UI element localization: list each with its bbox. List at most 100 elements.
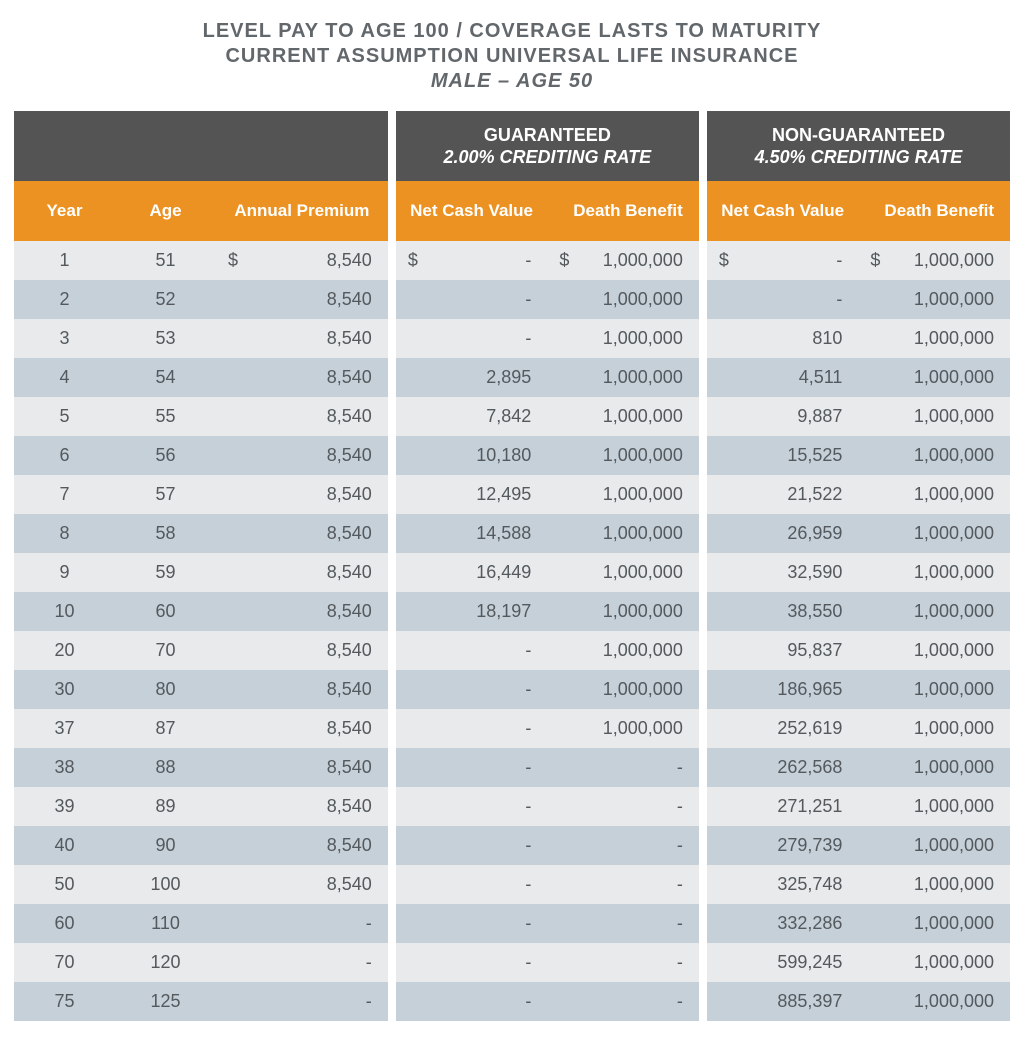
cell-g-db: - xyxy=(547,826,699,865)
gap xyxy=(699,709,707,748)
gap xyxy=(699,982,707,1021)
cell-ng-db: 1,000,000 xyxy=(858,319,1010,358)
cell-year: 7 xyxy=(14,475,115,514)
gap xyxy=(699,181,707,241)
cell-g-ncv: - xyxy=(396,826,548,865)
table-row: 70120---599,2451,000,000 xyxy=(14,943,1010,982)
cell-year: 4 xyxy=(14,358,115,397)
cell-g-db: - xyxy=(547,982,699,1021)
cell-ng-ncv: $- xyxy=(707,241,859,280)
column-header-row: Year Age Annual Premium Net Cash Value D… xyxy=(14,181,1010,241)
gap xyxy=(388,436,396,475)
col-age: Age xyxy=(115,181,216,241)
cell-g-db: - xyxy=(547,865,699,904)
cell-ng-ncv: 186,965 xyxy=(707,670,859,709)
cell-g-db: 1,000,000 xyxy=(547,514,699,553)
table-body: 151$8,540$-$1,000,000$-$1,000,0002528,54… xyxy=(14,241,1010,1021)
cell-year: 38 xyxy=(14,748,115,787)
gap xyxy=(388,181,396,241)
cell-age: 52 xyxy=(115,280,216,319)
group-header-blank xyxy=(14,111,388,181)
gap xyxy=(699,826,707,865)
table-row: 40908,540--279,7391,000,000 xyxy=(14,826,1010,865)
table-row: 4548,5402,8951,000,0004,5111,000,000 xyxy=(14,358,1010,397)
table-row: 7578,54012,4951,000,00021,5221,000,000 xyxy=(14,475,1010,514)
group-title: NON-GUARANTEED xyxy=(772,125,945,145)
cell-premium: 8,540 xyxy=(216,826,388,865)
cell-g-ncv: - xyxy=(396,904,548,943)
gap xyxy=(699,436,707,475)
cell-g-db: 1,000,000 xyxy=(547,670,699,709)
gap xyxy=(388,787,396,826)
cell-ng-db: 1,000,000 xyxy=(858,865,1010,904)
cell-ng-db: 1,000,000 xyxy=(858,943,1010,982)
cell-ng-db: 1,000,000 xyxy=(858,787,1010,826)
gap xyxy=(699,358,707,397)
cell-ng-db: 1,000,000 xyxy=(858,475,1010,514)
cell-premium: $8,540 xyxy=(216,241,388,280)
gap xyxy=(699,241,707,280)
cell-ng-ncv: 885,397 xyxy=(707,982,859,1021)
col-g-ncv: Net Cash Value xyxy=(396,181,548,241)
cell-premium: 8,540 xyxy=(216,514,388,553)
gap xyxy=(699,280,707,319)
gap xyxy=(388,904,396,943)
cell-g-db: - xyxy=(547,748,699,787)
gap xyxy=(388,475,396,514)
cell-age: 110 xyxy=(115,904,216,943)
gap xyxy=(388,592,396,631)
cell-year: 75 xyxy=(14,982,115,1021)
title-block: LEVEL PAY TO AGE 100 / COVERAGE LASTS TO… xyxy=(14,20,1010,93)
group-header-guaranteed: GUARANTEED 2.00% CREDITING RATE xyxy=(396,111,699,181)
gap xyxy=(699,592,707,631)
gap xyxy=(388,319,396,358)
cell-ng-ncv: 4,511 xyxy=(707,358,859,397)
cell-age: 51 xyxy=(115,241,216,280)
cell-year: 37 xyxy=(14,709,115,748)
cell-g-ncv: 18,197 xyxy=(396,592,548,631)
cell-age: 59 xyxy=(115,553,216,592)
table-row: 37878,540-1,000,000252,6191,000,000 xyxy=(14,709,1010,748)
cell-age: 58 xyxy=(115,514,216,553)
cell-year: 30 xyxy=(14,670,115,709)
cell-g-ncv: 2,895 xyxy=(396,358,548,397)
cell-ng-ncv: 26,959 xyxy=(707,514,859,553)
cell-g-db: - xyxy=(547,943,699,982)
cell-ng-ncv: 9,887 xyxy=(707,397,859,436)
cell-age: 90 xyxy=(115,826,216,865)
cell-year: 8 xyxy=(14,514,115,553)
gap xyxy=(388,670,396,709)
cell-age: 60 xyxy=(115,592,216,631)
cell-age: 100 xyxy=(115,865,216,904)
group-header-nonguaranteed: NON-GUARANTEED 4.50% CREDITING RATE xyxy=(707,111,1010,181)
cell-ng-db: 1,000,000 xyxy=(858,748,1010,787)
cell-g-db: 1,000,000 xyxy=(547,397,699,436)
table-row: 151$8,540$-$1,000,000$-$1,000,000 xyxy=(14,241,1010,280)
gap xyxy=(388,709,396,748)
cell-g-db: 1,000,000 xyxy=(547,592,699,631)
gap xyxy=(388,280,396,319)
cell-premium: - xyxy=(216,982,388,1021)
cell-year: 70 xyxy=(14,943,115,982)
cell-age: 120 xyxy=(115,943,216,982)
cell-ng-ncv: 252,619 xyxy=(707,709,859,748)
title-line-2: CURRENT ASSUMPTION UNIVERSAL LIFE INSURA… xyxy=(14,45,1010,68)
cell-ng-ncv: 325,748 xyxy=(707,865,859,904)
cell-premium: 8,540 xyxy=(216,748,388,787)
cell-year: 5 xyxy=(14,397,115,436)
cell-year: 40 xyxy=(14,826,115,865)
cell-g-db: 1,000,000 xyxy=(547,709,699,748)
table-row: 30808,540-1,000,000186,9651,000,000 xyxy=(14,670,1010,709)
gap xyxy=(388,748,396,787)
title-line-3: MALE – AGE 50 xyxy=(14,70,1010,93)
table-row: 10608,54018,1971,000,00038,5501,000,000 xyxy=(14,592,1010,631)
cell-g-ncv: - xyxy=(396,280,548,319)
cell-ng-db: 1,000,000 xyxy=(858,280,1010,319)
gap xyxy=(388,865,396,904)
cell-g-ncv: - xyxy=(396,670,548,709)
cell-g-db: 1,000,000 xyxy=(547,553,699,592)
gap xyxy=(699,514,707,553)
cell-ng-db: 1,000,000 xyxy=(858,670,1010,709)
title-line-1: LEVEL PAY TO AGE 100 / COVERAGE LASTS TO… xyxy=(14,20,1010,43)
cell-year: 9 xyxy=(14,553,115,592)
